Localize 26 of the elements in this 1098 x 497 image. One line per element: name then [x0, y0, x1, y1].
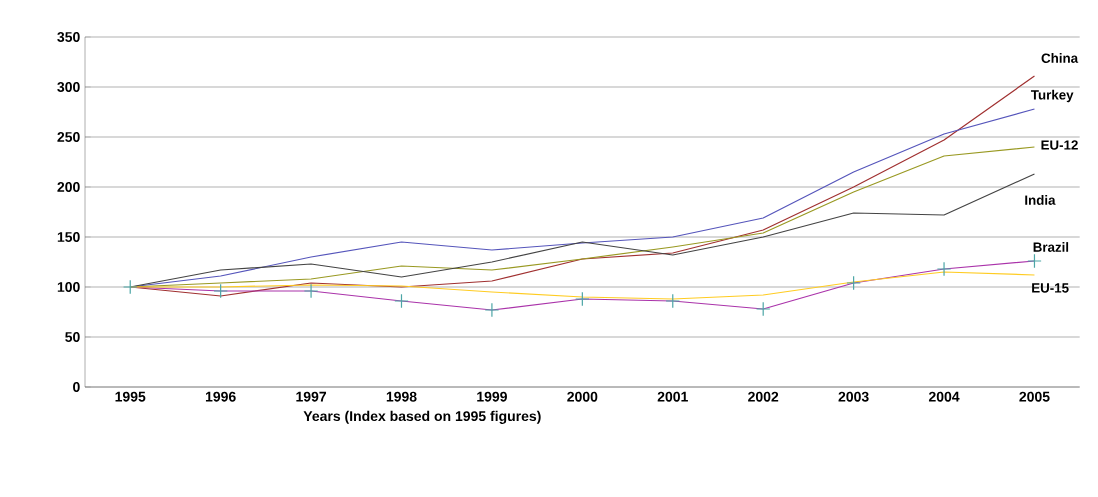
series-label: China [1041, 53, 1079, 63]
y-tick-label: 300 [57, 82, 80, 92]
y-tick-label: 0 [73, 382, 80, 392]
y-tick-label: 100 [57, 282, 80, 292]
x-tick-label: 2001 [657, 391, 688, 402]
y-tick-label: 200 [57, 182, 80, 192]
x-tick-label: 1995 [115, 391, 146, 402]
x-tick-label: 1997 [296, 391, 327, 402]
y-tick-label: 150 [57, 232, 80, 242]
series-label: EU-15 [1032, 283, 1069, 293]
x-tick-label: 1998 [386, 391, 417, 402]
x-tick-label: 2003 [838, 391, 869, 402]
series-label: Turkey [1030, 89, 1074, 103]
series-label: Brazil [1033, 242, 1069, 252]
x-axis-title: Years (Index based on 1995 figures) [303, 410, 541, 424]
y-tick-label: 50 [65, 332, 80, 342]
x-tick-label: 1999 [477, 391, 507, 402]
y-tick-label: 350 [57, 32, 80, 42]
x-tick-label: 2004 [928, 391, 960, 402]
x-tick-label: 2002 [748, 391, 779, 402]
x-tick-label: 2000 [567, 391, 598, 402]
series-label: EU-12 [1041, 140, 1078, 150]
x-tick-label: 1996 [205, 391, 236, 402]
x-tick-label: 2005 [1019, 391, 1050, 402]
series-label: India [1025, 195, 1056, 205]
y-tick-label: 250 [57, 132, 80, 142]
